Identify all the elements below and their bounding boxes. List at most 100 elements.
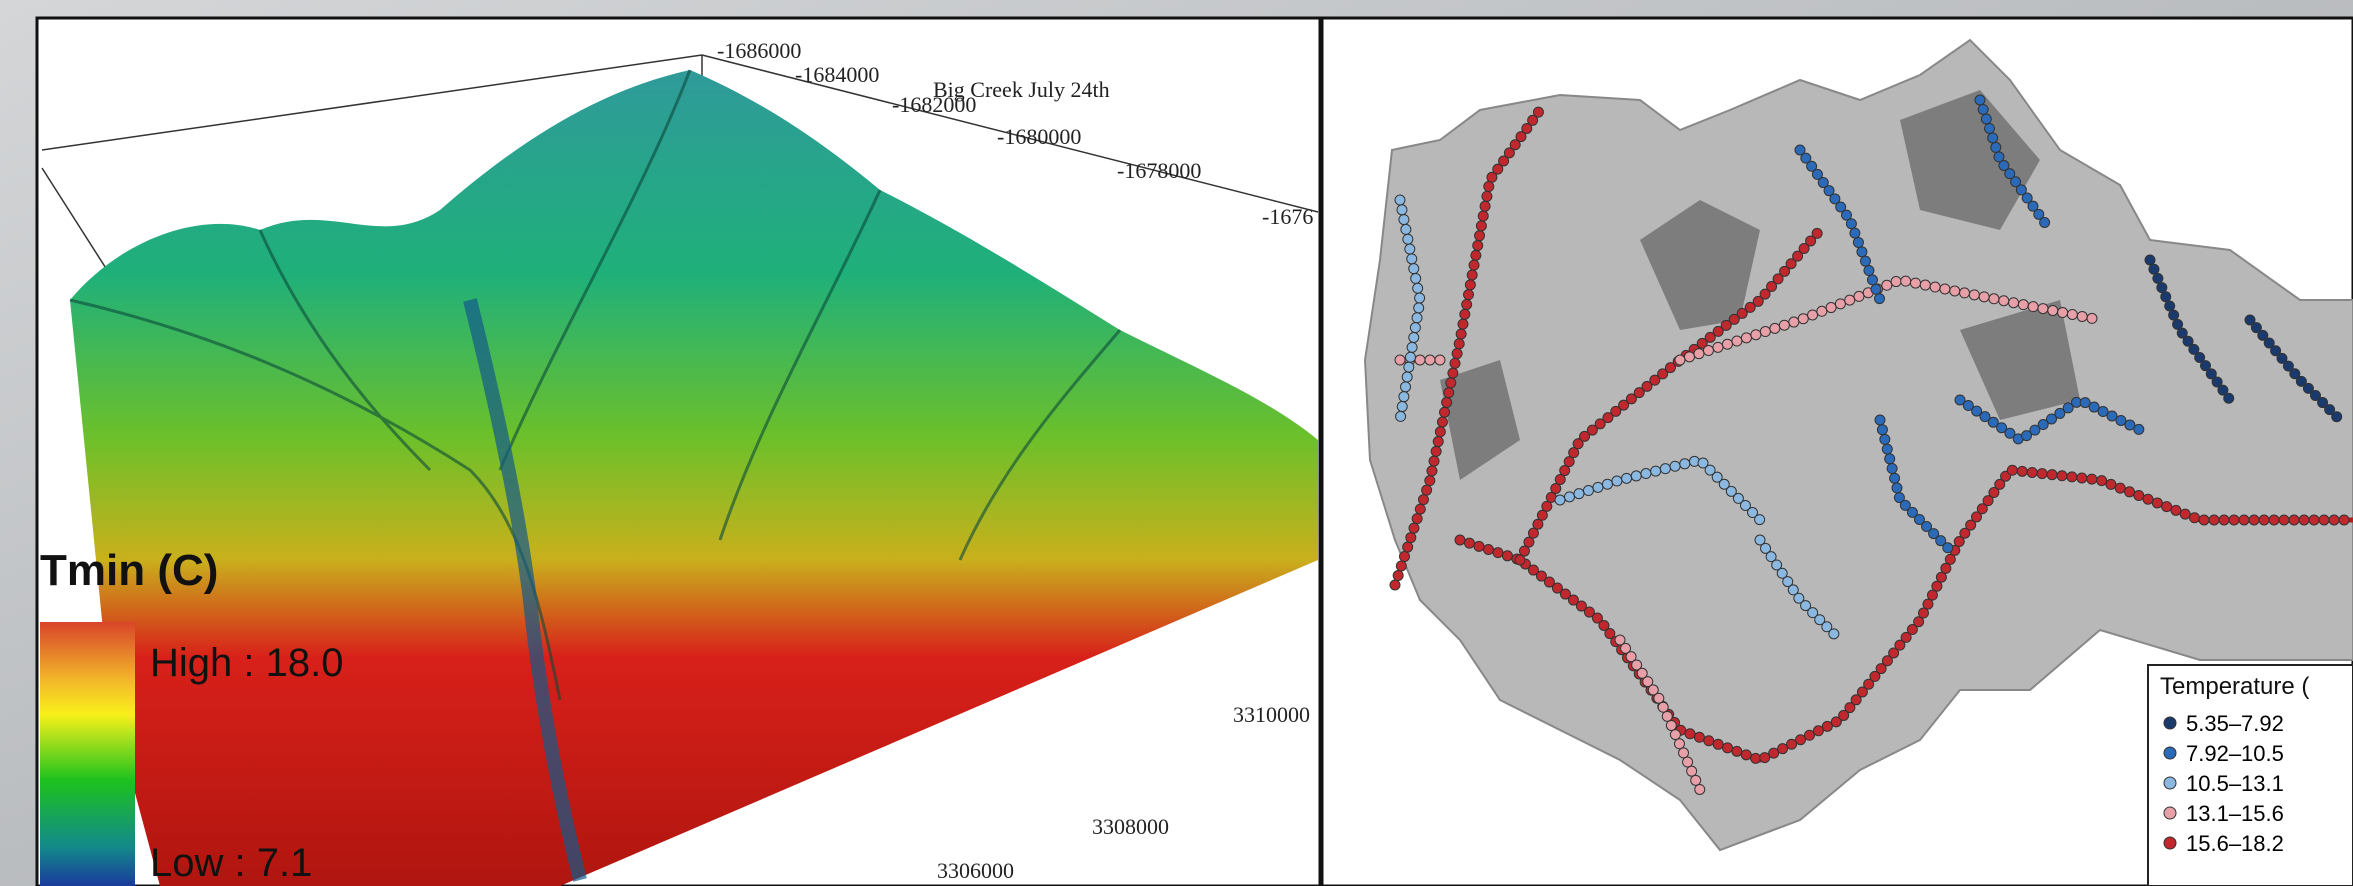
stream-dot [1741, 333, 1751, 343]
stream-dot [1515, 555, 1525, 565]
stream-dot [1779, 320, 1789, 330]
stream-dot [1829, 629, 1839, 639]
stream-dot [2239, 515, 2249, 525]
stream-dot [1685, 729, 1695, 739]
stream-dot [1537, 510, 1547, 520]
stream-dot [1960, 288, 1970, 298]
figure: -1686000 -1684000 -1682000 -1680000 -167… [0, 0, 2353, 886]
stream-dot [1418, 495, 1428, 505]
stream-dot [1969, 290, 1979, 300]
legend-swatch [2164, 807, 2176, 819]
stream-dot [1533, 107, 1543, 117]
stream-dot [1454, 339, 1464, 349]
stream-dot [1691, 775, 1701, 785]
stream-dot [1732, 336, 1742, 346]
x-label: -1686000 [717, 38, 801, 63]
x-label: -1684000 [795, 62, 879, 87]
stream-dot [1433, 437, 1443, 447]
stream-dot [1981, 114, 1991, 124]
stream-dot [1835, 299, 1845, 309]
stream-dot [1991, 142, 2001, 152]
stream-dot [1846, 219, 1856, 229]
legend-swatch [2164, 717, 2176, 729]
stream-dot [1403, 234, 1413, 244]
stream-dot [1923, 599, 1933, 609]
stream-dot [1456, 329, 1466, 339]
stream-dot [1867, 275, 1877, 285]
stream-dot [2134, 424, 2144, 434]
stream-dot [1574, 489, 1584, 499]
stream-dot [1448, 368, 1458, 378]
stream-dot [2089, 402, 2099, 412]
stream-dot [1826, 303, 1836, 313]
stream-dot [1406, 533, 1416, 543]
stream-dot [2329, 515, 2339, 525]
stream-dot [1787, 739, 1797, 749]
stream-dot [2289, 515, 2299, 525]
stream-dot [1654, 693, 1664, 703]
x-label: -1678000 [1117, 158, 1201, 183]
stream-dot [1395, 195, 1405, 205]
stream-dot [2169, 310, 2179, 320]
stream-dot [1760, 753, 1770, 763]
stream-dot [1435, 427, 1445, 437]
stream-dot [2180, 509, 2190, 519]
stream-dot [2058, 308, 2068, 318]
legend-label: 10.5–13.1 [2186, 771, 2284, 796]
stream-dot [2165, 301, 2175, 311]
stream-dot [1732, 746, 1742, 756]
stream-dot [1390, 580, 1400, 590]
stream-dot [2038, 304, 2048, 314]
stream-dot [1446, 378, 1456, 388]
stream-dot [1397, 402, 1407, 412]
legend-high: High : 18.0 [150, 641, 343, 685]
stream-dot [1751, 753, 1761, 763]
stream-dot [1402, 372, 1412, 382]
stream-dot [2037, 469, 2047, 479]
stream-dot [1854, 291, 1864, 301]
stream-dot [1694, 732, 1704, 742]
stream-dot [1397, 205, 1407, 215]
stream-dot [1395, 355, 1405, 365]
stream-dot [1480, 201, 1490, 211]
stream-dot [2116, 415, 2126, 425]
stream-dot [1393, 571, 1403, 581]
stream-dot [2018, 300, 2028, 310]
stream-dot [1901, 276, 1911, 286]
stream-dot [1482, 191, 1492, 201]
legend-swatch [2164, 747, 2176, 759]
stream-dot [1864, 266, 1874, 276]
stream-dot [1755, 515, 1765, 525]
stream-dot [1760, 327, 1770, 337]
stream-dot [1892, 483, 1902, 493]
color-bar [40, 622, 135, 886]
stream-dot [2080, 398, 2090, 408]
stream-dot [1404, 362, 1414, 372]
stream-dot [1890, 473, 1900, 483]
legend-title: Temperature ( [2160, 673, 2309, 700]
stream-dot [1425, 355, 1435, 365]
stream-dot [1542, 501, 1552, 511]
stream-dot [1555, 475, 1565, 485]
stream-dot [2309, 515, 2319, 525]
stream-dot [2319, 515, 2329, 525]
stream-dot [1437, 417, 1447, 427]
stream-dot [1469, 260, 1479, 270]
stream-dot [2189, 513, 2199, 523]
stream-dot [1975, 95, 1985, 105]
stream-dot [1882, 280, 1892, 290]
stream-dot [2028, 302, 2038, 312]
stream-dot [1850, 228, 1860, 238]
stream-dot [1440, 407, 1450, 417]
stream-dot [2067, 472, 2077, 482]
stream-dot [2219, 515, 2229, 525]
stream-dot [1770, 323, 1780, 333]
stream-dot [1684, 352, 1694, 362]
stream-dot [1984, 123, 1994, 133]
stream-dot [1519, 546, 1529, 556]
stream-dot [1415, 355, 1425, 365]
stream-dot [1950, 286, 1960, 296]
stream-dot [2027, 467, 2037, 477]
y-label: 3308000 [1092, 814, 1169, 839]
legend-low: Low : 7.1 [150, 841, 312, 885]
